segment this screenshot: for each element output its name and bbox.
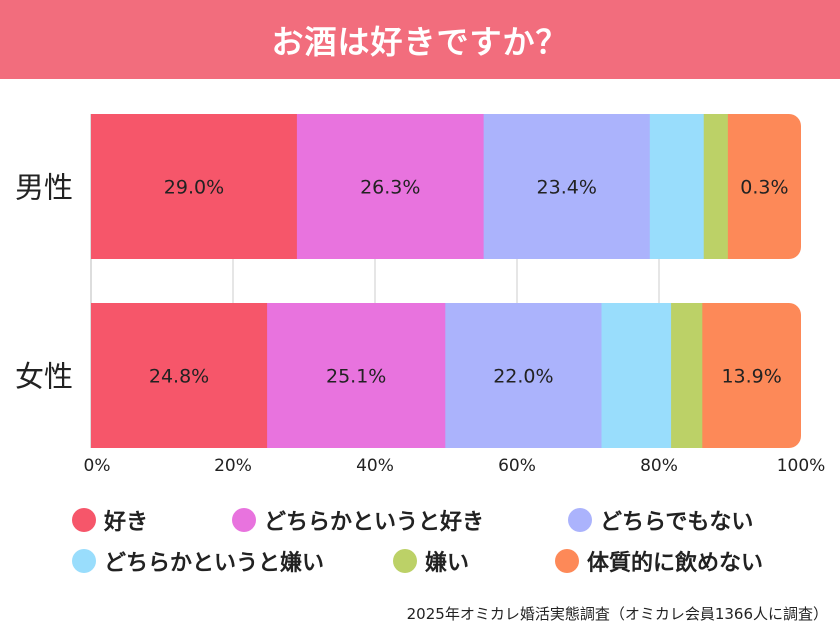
legend-label: 好き [104,510,149,535]
legend-swatch [555,549,579,573]
legend-item: どちらかというと嫌い [72,545,324,577]
bar-segment [601,303,672,448]
x-tick-label: 80% [640,456,678,476]
chart-title: お酒は好きですか？ [271,22,569,61]
bar-segment [649,114,705,259]
bar-group-1 [91,303,801,448]
legend-item: 体質的に飲めない [555,545,763,577]
bar-segment [445,303,603,448]
legend-item: 嫌い [393,545,469,577]
bar-segment [91,303,268,448]
bar-segment-edge [91,114,111,259]
bar-segment [702,303,801,448]
legend: 好き どちらかというと好き どちらでもないどちらかというと嫌い 嫌い 体質的に飲めない [0,500,840,590]
bar-segment-edge [91,303,111,448]
bar-segment [483,114,651,259]
bar-segment [296,114,485,259]
legend-label: どちらかというと嫌い [104,551,325,576]
data-label: 26.3% [360,177,420,199]
x-tick-label: 0% [84,456,111,476]
bar-segment [727,114,801,259]
bar-segment [671,303,703,448]
legend-item: 好き [72,504,148,536]
data-label: 23.4% [537,177,597,199]
bar-segment [267,303,446,448]
legend-label: 体質的に飲めない [587,551,764,576]
footnote: 2025年オミカレ婚活実態調査（オミカレ会員1366人に調査） [406,605,828,623]
legend-swatch [393,549,417,573]
legend-label: どちらかというと好き [264,510,485,535]
x-tick-label: 40% [356,456,394,476]
legend-item: どちらでもない [568,504,753,536]
x-tick-label: 60% [498,456,536,476]
data-label: 13.9% [721,366,781,388]
x-tick-label: 100% [777,456,826,476]
category-label: 男性 [15,171,73,205]
legend-item: どちらかというと好き [232,504,484,536]
legend-swatch [232,508,256,532]
category-label: 女性 [15,360,73,394]
legend-swatch [72,549,96,573]
bar-segment [91,114,298,259]
legend-label: 嫌い [425,551,470,576]
data-label: 22.0% [493,366,553,388]
legend-swatch [568,508,592,532]
bar-group-0 [91,114,801,259]
legend-swatch [72,508,96,532]
data-label: 24.8% [149,366,209,388]
x-tick-label: 20% [214,456,252,476]
title-banner: お酒は好きですか？ [0,0,840,79]
data-label: 29.0% [164,177,224,199]
legend-label: どちらでもない [600,510,754,535]
data-label: 25.1% [326,366,386,388]
bar-segment [703,114,729,259]
data-label: 0.3% [740,177,788,199]
